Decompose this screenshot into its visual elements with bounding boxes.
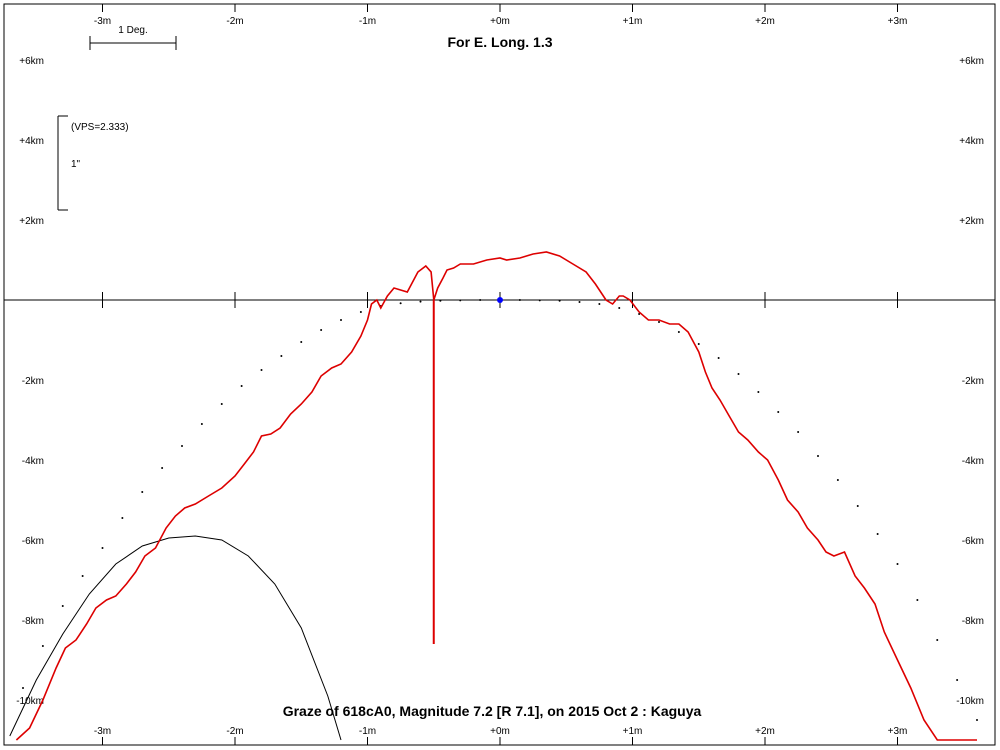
graze-caption: Graze of 618cA0, Magnitude 7.2 [R 7.1], … <box>283 703 702 719</box>
mean-limb-point <box>876 533 879 535</box>
mean-limb-point <box>518 299 521 301</box>
y-tick-label-left: -8km <box>22 616 44 627</box>
x-tick-label-top: -3m <box>94 16 111 27</box>
star-marker <box>497 297 503 303</box>
y-tick-label-right: -4km <box>962 456 984 467</box>
mean-limb-point <box>320 329 323 331</box>
y-tick-label-left: -6km <box>22 536 44 547</box>
mean-limb-point <box>717 357 720 359</box>
y-tick-label-left: +6km <box>19 56 44 67</box>
mean-limb-point <box>598 303 601 305</box>
vps-indicator: (VPS=2.333) 1" <box>57 115 129 211</box>
x-tick-label-bottom: +2m <box>755 726 775 737</box>
mean-limb-point <box>220 403 223 405</box>
mean-limb-point <box>856 505 859 507</box>
mean-limb-point <box>101 547 104 549</box>
mean-limb-point <box>737 373 740 375</box>
mean-limb-point <box>300 341 303 343</box>
mean-limb-point <box>200 423 203 425</box>
y-tick-label-right: +6km <box>959 56 984 67</box>
mean-limb-point <box>141 491 144 493</box>
mean-limb-point <box>777 411 780 413</box>
y-tick-label-right: -2km <box>962 376 984 387</box>
mean-limb-point <box>936 639 939 641</box>
x-tick-label-top: +3m <box>888 16 908 27</box>
arcsec-label: 1" <box>71 159 81 170</box>
x-tick-label-bottom: -2m <box>226 726 243 737</box>
mean-limb-point <box>399 302 402 305</box>
mean-limb-point <box>578 301 581 303</box>
y-tick-label-left: +4km <box>19 136 44 147</box>
mean-limb-point <box>896 563 899 565</box>
mean-limb-point <box>439 299 442 302</box>
mean-limb-point <box>836 479 839 481</box>
vps-label: (VPS=2.333) <box>71 122 129 133</box>
mean-limb-point <box>61 605 64 607</box>
mean-limb-point <box>976 719 978 721</box>
mean-limb-point <box>797 431 800 433</box>
x-tick-label-bottom: +1m <box>623 726 643 737</box>
mean-limb-point <box>419 300 422 303</box>
y-tick-label-right: -10km <box>956 696 984 707</box>
mean-limb-point <box>697 343 700 345</box>
mean-limb-point <box>459 299 462 302</box>
y-tick-label-right: -8km <box>962 616 984 627</box>
mean-limb-point <box>41 645 44 647</box>
mean-limb-point <box>280 355 283 357</box>
mean-limb-point <box>181 445 183 447</box>
mean-limb-point <box>916 599 919 601</box>
x-tick-label-bottom: +0m <box>490 726 510 737</box>
y-tick-label-left: +2km <box>19 216 44 227</box>
mean-limb-point <box>757 391 760 393</box>
mean-limb-point <box>260 369 263 371</box>
mean-limb-point <box>121 517 124 519</box>
x-tick-label-top: +1m <box>623 16 643 27</box>
mean-limb-point <box>558 299 561 302</box>
scale-bar-label: 1 Deg. <box>118 25 147 36</box>
lower-arc-line <box>9 535 342 741</box>
mean-limb-point <box>340 319 342 321</box>
y-tick-label-left: -2km <box>22 376 44 387</box>
x-tick-label-bottom: -3m <box>94 726 111 737</box>
x-tick-label-bottom: -1m <box>359 726 376 737</box>
x-tick-label-top: -1m <box>359 16 376 27</box>
mean-limb-point <box>618 307 621 309</box>
chart-title: For E. Long. 1.3 <box>447 34 552 50</box>
mean-limb-dots <box>22 299 978 721</box>
x-tick-label-bottom: +3m <box>888 726 908 737</box>
y-tick-label-left: -4km <box>22 456 44 467</box>
mean-limb-point <box>817 455 819 457</box>
mean-limb-point <box>161 467 164 469</box>
mean-limb-point <box>538 299 541 302</box>
y-tick-label-right: +4km <box>959 136 984 147</box>
x-tick-label-top: -2m <box>226 16 243 27</box>
mean-limb-point <box>81 575 84 577</box>
scale-bar: 1 Deg. <box>89 25 177 50</box>
mean-limb-point <box>956 679 959 681</box>
y-tick-label-right: +2km <box>959 216 984 227</box>
mean-limb-point <box>22 687 24 689</box>
mean-limb-point <box>479 299 482 301</box>
x-tick-label-top: +2m <box>755 16 775 27</box>
mean-limb-point <box>359 311 362 313</box>
y-tick-label-right: -6km <box>962 536 984 547</box>
x-tick-label-top: +0m <box>490 16 510 27</box>
limb-profile-line <box>15 251 977 741</box>
mean-limb-point <box>677 331 680 333</box>
mean-limb-point <box>658 321 660 323</box>
mean-limb-point <box>240 385 243 387</box>
y-tick-label-left: -10km <box>16 696 44 707</box>
